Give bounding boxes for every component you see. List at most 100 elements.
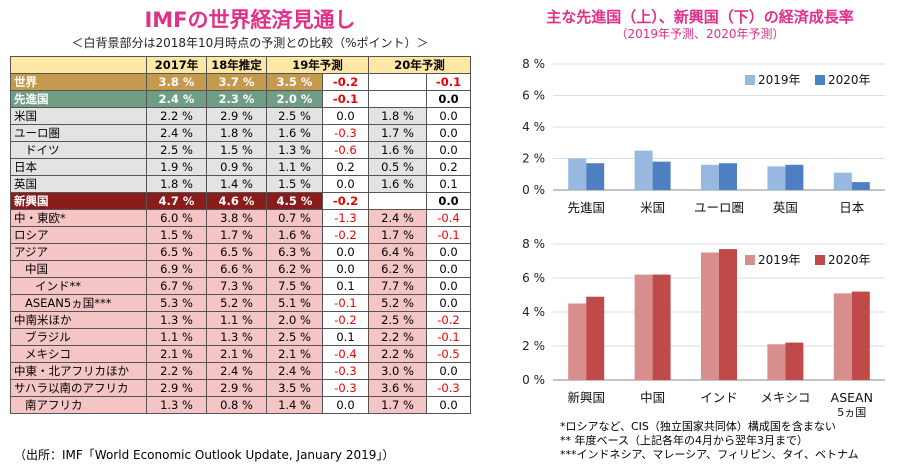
y-tick-label: 2 % (522, 339, 545, 353)
row-label: 先進国 (10, 90, 147, 108)
y-tick-label: 4 % (522, 305, 545, 319)
bar-2020 (719, 249, 737, 380)
y-tick-label: 8 % (522, 237, 545, 251)
value-2020: 2.2 % (368, 345, 427, 363)
change-2019: -1.3 (322, 209, 369, 227)
bar-2019 (634, 150, 653, 190)
change-2020: -0.1 (426, 328, 471, 346)
value-2020: 3.0 % (368, 362, 427, 380)
table-row: 英国 1.8 % 1.4 % 1.5 % 0.0 1.6 % 0.1 (10, 175, 471, 193)
value-2018: 5.2 % (206, 294, 267, 312)
value-2017: 1.8 % (146, 175, 207, 193)
change-2020: -0.1 (426, 73, 471, 91)
bar-2020 (851, 291, 870, 380)
y-tick-label: 0 % (522, 373, 545, 387)
change-2019: -0.3 (322, 124, 369, 142)
change-2020: 0.0 (426, 124, 471, 142)
value-2018: 0.8 % (206, 396, 267, 414)
value-2018: 0.9 % (206, 158, 267, 176)
value-2020: 6.2 % (368, 260, 427, 278)
change-2020: 0.0 (426, 192, 471, 210)
y-tick-label: 2 % (522, 152, 545, 166)
row-label: 中南米ほか (10, 311, 147, 329)
y-tick-label: 0 % (522, 183, 545, 197)
value-2019: 2.1 % (266, 345, 323, 363)
legend-label: 2019年 (758, 253, 801, 267)
table-row: ロシア 1.5 % 1.7 % 1.6 % -0.2 1.7 % -0.1 (10, 226, 471, 244)
change-2019: 0.1 (322, 277, 369, 295)
value-2020: 2.4 % (368, 209, 427, 227)
value-2017: 2.9 % (146, 379, 207, 397)
table-header-row: 2017年 18年推定 19年予測 20年予測 (10, 56, 471, 74)
row-label: 新興国 (10, 192, 147, 210)
y-tick-label: 8 % (522, 57, 545, 71)
value-2019: 6.2 % (266, 260, 323, 278)
change-2020: 0.0 (426, 107, 471, 125)
change-2019: -0.1 (322, 90, 369, 108)
value-2019: 2.4 % (266, 362, 323, 380)
value-2019: 7.5 % (266, 277, 323, 295)
row-label: 中・東欧* (10, 209, 147, 227)
value-2020: 1.8 % (368, 107, 427, 125)
value-2020: 1.6 % (368, 175, 427, 193)
value-2017: 6.9 % (146, 260, 207, 278)
bar-2020 (785, 164, 804, 190)
change-2019: -0.3 (322, 362, 369, 380)
bar-2019 (767, 344, 786, 380)
change-2019: -0.1 (322, 294, 369, 312)
value-2019: 0.7 % (266, 209, 323, 227)
change-2020: 0.1 (426, 175, 471, 193)
value-2019: 1.3 % (266, 141, 323, 159)
table-row: 新興国 4.7 % 4.6 % 4.5 % -0.2 4.9 % 0.0 (10, 192, 471, 210)
left-subtitle: ＜白背景部分は2018年10月時点の予測との比較（%ポイント）＞ (71, 36, 429, 50)
value-2018: 1.8 % (206, 124, 267, 142)
change-2020: -0.4 (426, 209, 471, 227)
bar-2019 (568, 303, 587, 380)
value-2019: 3.5 % (266, 73, 323, 91)
value-2020: 2.2 % (368, 328, 427, 346)
outlook-table: 2017年 18年推定 19年予測 20年予測 世界 3.8 % 3.7 % 3.5 … (10, 56, 471, 414)
bar-2020 (719, 163, 737, 190)
x-tick-label: 中国 (640, 390, 665, 405)
value-2020: 4.9 % (368, 192, 427, 210)
right-title: 主な先進国（上）、新興国（下）の経済成長率 (546, 8, 854, 26)
value-2019: 2.5 % (266, 328, 323, 346)
value-2017: 6.7 % (146, 277, 207, 295)
value-2017: 6.0 % (146, 209, 207, 227)
bar-2020 (851, 182, 870, 190)
table-row: 先進国 2.4 % 2.3 % 2.0 % -0.1 1.7 % 0.0 (10, 90, 471, 108)
table-row: ブラジル 1.1 % 1.3 % 2.5 % 0.1 2.2 % -0.1 (10, 328, 471, 346)
row-label: 中東・北アフリカほか (10, 362, 147, 380)
value-2020: 1.6 % (368, 141, 427, 159)
change-2019: -0.3 (322, 379, 369, 397)
row-label: 米国 (10, 107, 147, 125)
value-2019: 2.0 % (266, 90, 323, 108)
change-2020: -0.5 (426, 345, 471, 363)
value-2018: 1.1 % (206, 311, 267, 329)
x-tick-label: 英国 (773, 200, 798, 215)
change-2019: -0.2 (322, 192, 369, 210)
source-note: （出所：IMF「World Economic Outlook Update, J… (14, 448, 395, 462)
legend-swatch (745, 255, 755, 265)
value-2017: 5.3 % (146, 294, 207, 312)
change-2019: 0.0 (322, 107, 369, 125)
value-2020: 2.5 % (368, 311, 427, 329)
value-2020: 3.6 % (368, 379, 427, 397)
table-row: 世界 3.8 % 3.7 % 3.5 % -0.2 3.6 % -0.1 (10, 73, 471, 91)
bar-2019 (767, 166, 786, 190)
value-2019: 1.6 % (266, 226, 323, 244)
change-2019: -0.2 (322, 226, 369, 244)
table-row: ASEAN5ヵ国*** 5.3 % 5.2 % 5.1 % -0.1 5.2 % 0.0 (10, 294, 471, 312)
change-2019: 0.0 (322, 396, 369, 414)
x-tick-label: 日本 (839, 200, 865, 215)
y-tick-label: 6 % (522, 271, 545, 285)
x-tick-label: 5ヵ国 (837, 406, 866, 419)
value-2018: 1.5 % (206, 141, 267, 159)
table-row: ユーロ圏 2.4 % 1.8 % 1.6 % -0.3 1.7 % 0.0 (10, 124, 471, 142)
value-2017: 1.9 % (146, 158, 207, 176)
bar-2020 (586, 296, 605, 380)
row-label: ロシア (10, 226, 147, 244)
value-2017: 3.8 % (146, 73, 207, 91)
advanced-economies-chart: 0 % 2 % 4 % 6 % 8 % 先進国 米国 ユーロ圏 英国 日本 2019年 2020年 (522, 57, 885, 215)
value-2017: 1.3 % (146, 396, 207, 414)
